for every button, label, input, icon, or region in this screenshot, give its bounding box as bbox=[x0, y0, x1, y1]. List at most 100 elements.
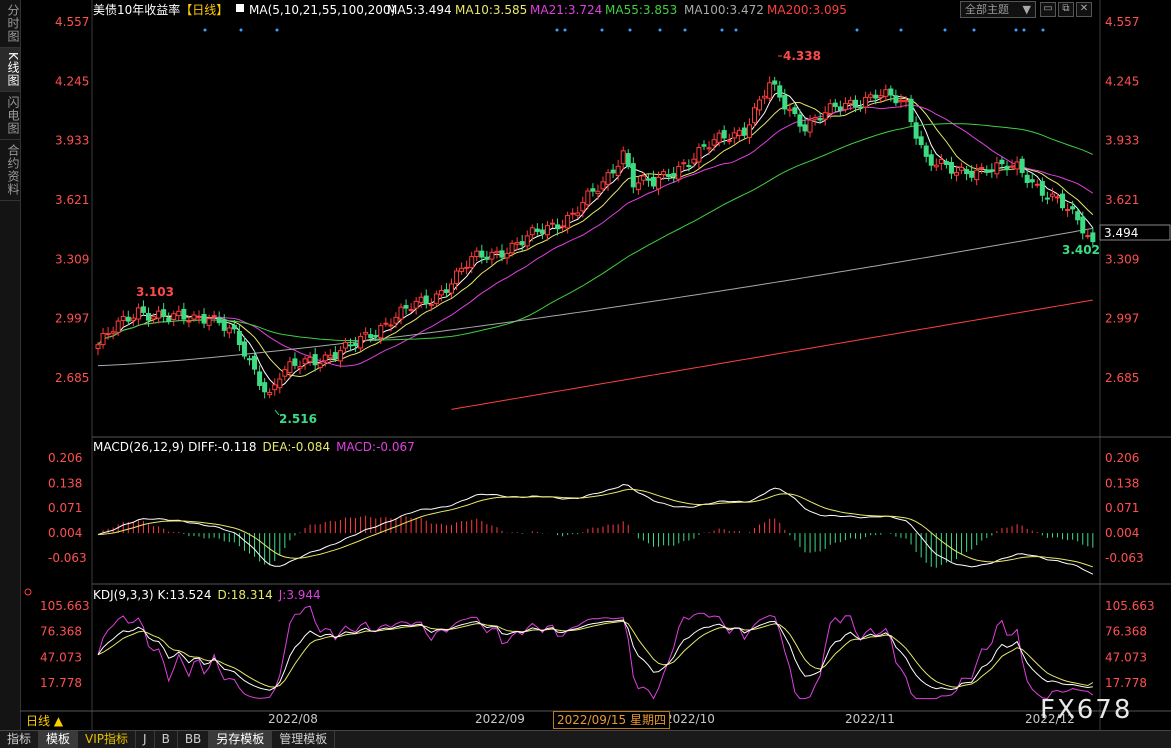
candle-body bbox=[262, 382, 268, 393]
minimize-icon[interactable]: ▭ bbox=[1040, 2, 1056, 17]
candle-body bbox=[413, 300, 419, 309]
candle-body bbox=[610, 169, 616, 174]
candle-body bbox=[539, 229, 545, 234]
candle-body bbox=[95, 344, 101, 350]
y-tick-right: 3.309 bbox=[1105, 252, 1139, 266]
candle-body bbox=[928, 154, 934, 166]
candle-body bbox=[443, 289, 449, 293]
candle-body bbox=[469, 256, 475, 269]
tab-bb[interactable]: BB bbox=[178, 731, 210, 748]
candle-body bbox=[363, 331, 369, 335]
restore-icon[interactable]: ⧉ bbox=[1058, 2, 1074, 17]
tab-timeshare[interactable]: 分时图 bbox=[0, 0, 20, 48]
candle-body bbox=[847, 99, 853, 105]
candle-body bbox=[1085, 235, 1091, 238]
candle-body bbox=[787, 108, 793, 112]
candle-body bbox=[433, 293, 439, 304]
candle-body bbox=[302, 358, 308, 365]
tab-vip-indicators[interactable]: VIP指标 bbox=[78, 731, 137, 748]
candle-body bbox=[1019, 158, 1025, 173]
tab-b[interactable]: B bbox=[155, 731, 178, 748]
candle-body bbox=[544, 225, 550, 236]
candle-body bbox=[474, 250, 480, 258]
symbol-title: 美债10年收益率【日线】 bbox=[93, 2, 228, 17]
kdj-settings-icon[interactable] bbox=[24, 588, 32, 596]
ma100-label: MA100:3.472 bbox=[684, 3, 764, 17]
candle-body bbox=[348, 344, 353, 347]
candle-body bbox=[1075, 211, 1081, 221]
candle-body bbox=[999, 159, 1005, 165]
tab-flash[interactable]: 闪电图 bbox=[0, 92, 20, 140]
event-dots bbox=[203, 28, 1045, 32]
macd-tick-right: -0.063 bbox=[1105, 551, 1144, 565]
event-dot bbox=[628, 28, 632, 32]
ma100-line bbox=[97, 227, 1093, 367]
candle-body bbox=[762, 95, 768, 99]
theme-dropdown[interactable]: 全部主题 ▼ bbox=[960, 1, 1036, 18]
chart-canvas[interactable]: 4.557 4.245 3.933 3.621 3.309 2.997 2.685 4.55… bbox=[20, 0, 1171, 730]
tab-kline[interactable]: K线图 bbox=[0, 48, 20, 92]
candle-body bbox=[464, 266, 470, 269]
y-tick-right: 4.245 bbox=[1105, 74, 1139, 88]
candle-body bbox=[1014, 161, 1020, 170]
candle-body bbox=[1034, 183, 1040, 186]
event-dot bbox=[600, 28, 604, 32]
annot-last: 3.402 bbox=[1062, 243, 1100, 257]
close-icon[interactable]: ✕ bbox=[1076, 2, 1092, 17]
candle-body bbox=[635, 182, 641, 191]
candle-body bbox=[358, 335, 364, 349]
annot-low: 2.516 bbox=[279, 412, 317, 426]
candle-body bbox=[580, 202, 586, 212]
event-dot bbox=[899, 28, 903, 32]
event-dot bbox=[1022, 28, 1026, 32]
candle-body bbox=[337, 350, 343, 362]
candle-body bbox=[822, 112, 828, 120]
candle-body bbox=[736, 129, 742, 136]
y-tick-left: 3.933 bbox=[55, 134, 89, 148]
event-dot bbox=[683, 28, 687, 32]
candle-body bbox=[746, 124, 752, 138]
candle-body bbox=[161, 309, 167, 317]
y-tick-left: 4.245 bbox=[55, 74, 89, 88]
candle-body bbox=[529, 227, 535, 236]
event-dot bbox=[203, 28, 207, 32]
tab-j[interactable]: J bbox=[136, 731, 155, 748]
ma-toggle-icon[interactable] bbox=[236, 4, 244, 12]
y-tick-right: 2.997 bbox=[1105, 312, 1139, 326]
candle-body bbox=[115, 320, 121, 333]
ma55-line bbox=[97, 123, 1094, 346]
tab-indicators[interactable]: 指标 bbox=[0, 731, 40, 748]
left-tab-bar: 分时图 K线图 闪电图 合约资料 bbox=[0, 0, 21, 730]
candle-body bbox=[893, 95, 899, 104]
candle-body bbox=[676, 165, 682, 180]
candle-body bbox=[353, 342, 359, 347]
y-tick-left: 3.621 bbox=[55, 193, 89, 207]
candle-body bbox=[585, 190, 591, 206]
candle-body bbox=[317, 362, 323, 369]
tab-save-template[interactable]: 另存模板 bbox=[209, 731, 273, 748]
kdj-tick-left: 76.368 bbox=[40, 625, 82, 639]
candle-body bbox=[257, 371, 263, 386]
candle-body bbox=[1070, 206, 1076, 210]
candle-body bbox=[130, 317, 136, 321]
candle-body bbox=[651, 176, 656, 187]
tab-manage-template[interactable]: 管理模板 bbox=[272, 731, 336, 748]
candle-body bbox=[752, 107, 757, 124]
candle-body bbox=[236, 331, 242, 346]
x-tick-label: 2022/08 bbox=[268, 712, 318, 726]
ma21-line bbox=[97, 104, 1094, 367]
tab-contract-info[interactable]: 合约资料 bbox=[0, 140, 20, 201]
candle-body bbox=[620, 150, 626, 165]
candle-body bbox=[772, 80, 778, 85]
candle-body bbox=[156, 310, 162, 319]
candle-body bbox=[226, 327, 232, 334]
j-line bbox=[97, 605, 1094, 700]
candle-body bbox=[797, 114, 803, 127]
ma5-line bbox=[97, 91, 1094, 388]
candle-body bbox=[110, 331, 116, 334]
x-tick-label: 2022/12 bbox=[1025, 712, 1075, 726]
period-button[interactable]: 日线 ▲ bbox=[22, 714, 68, 729]
tab-template[interactable]: 模板 bbox=[39, 731, 79, 748]
candle-body bbox=[691, 158, 697, 164]
candle-body bbox=[706, 147, 712, 150]
